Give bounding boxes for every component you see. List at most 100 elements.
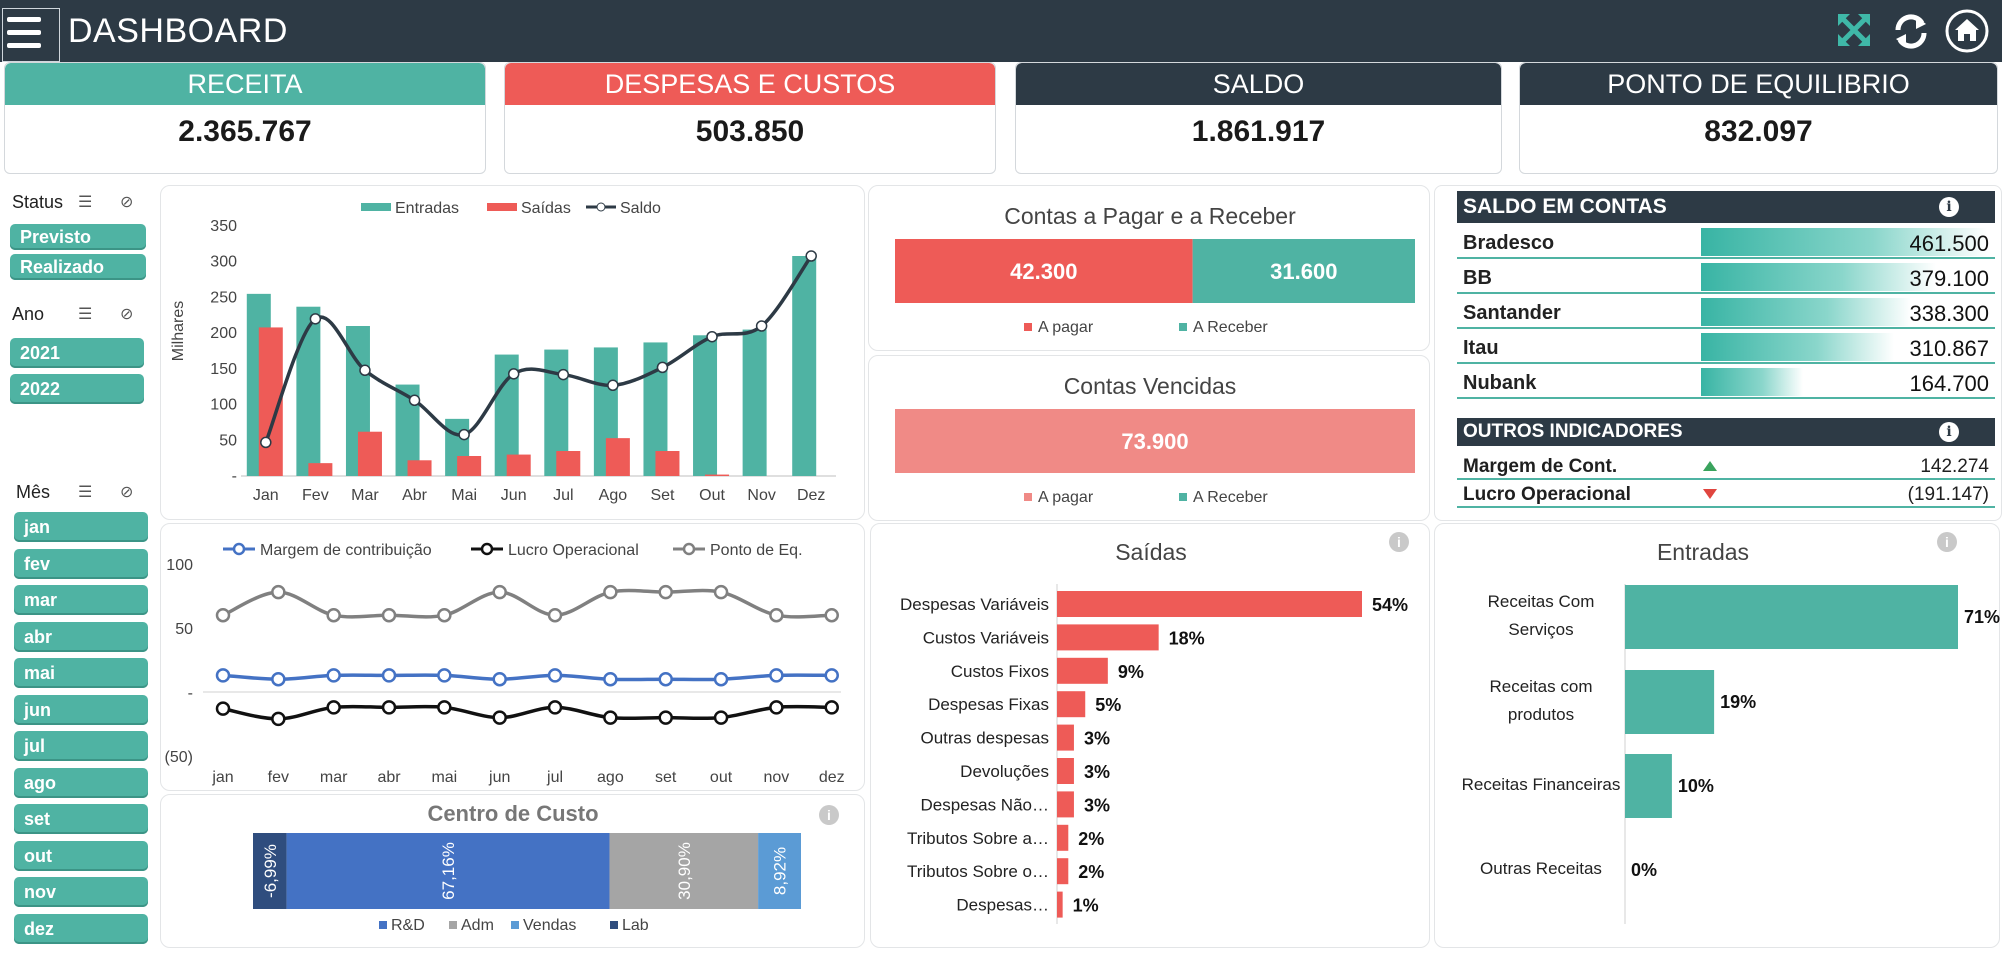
slicer-item-jan[interactable]: jan (14, 512, 148, 542)
slicer-item-mai[interactable]: mai (14, 658, 148, 688)
category-label: Tributos Sobre o… (907, 862, 1049, 881)
legend-marker (682, 542, 696, 556)
multi-select-icon[interactable]: ☰ (78, 306, 93, 323)
centro-custo-panel: Centro de Custo i -6,99% 67,16% 30,90% 8,92% R… (160, 794, 865, 948)
x-tick-label: Jun (501, 487, 527, 504)
category-label: Tributos Sobre a… (907, 829, 1049, 848)
legend-label: Ponto de Eq. (710, 542, 803, 559)
home-icon[interactable] (1944, 8, 1990, 54)
saldo-row: Bradesco 461.500 (1457, 226, 1995, 259)
series-point (713, 671, 729, 687)
bar-saidas (655, 451, 680, 476)
kpi-label: SALDO (1016, 63, 1501, 105)
category-label: Custos Fixos (951, 662, 1049, 681)
series-point (271, 711, 286, 727)
bank-name: Itau (1463, 337, 1499, 359)
legend-label: Vendas (523, 917, 576, 934)
bar-saidas (308, 463, 333, 476)
slicer-item-mar[interactable]: mar (14, 585, 148, 615)
x-tick-label: Ago (599, 487, 628, 504)
legend-label: Saídas (521, 200, 571, 217)
slicer-item-ago[interactable]: ago (14, 767, 148, 798)
stacked-bar-segment (895, 239, 1193, 303)
slicer-item-out[interactable]: out (14, 840, 148, 871)
x-tick-label: Nov (747, 487, 775, 504)
series-point (713, 584, 729, 600)
slicer-item-dez[interactable]: dez (14, 913, 148, 944)
indicator-value: 142.274 (1920, 456, 1989, 477)
series-point (603, 710, 618, 725)
segment-value-label: 67,16% (439, 842, 458, 900)
clear-filter-icon[interactable]: ⊘ (120, 306, 134, 323)
indicator-value: (191.147) (1907, 484, 1989, 505)
slicer-ano-title: Ano (12, 304, 45, 324)
info-icon[interactable]: i (1939, 197, 1959, 217)
info-icon[interactable]: i (1939, 422, 1959, 442)
x-tick-label: set (655, 769, 677, 786)
clear-filter-icon[interactable]: ⊘ (120, 194, 134, 211)
chart-title: Entradas (1657, 539, 1749, 565)
info-icon-glyph: i (827, 807, 831, 823)
clear-filter-icon[interactable]: ⊘ (120, 484, 134, 501)
balance-amount: 379.100 (1909, 266, 1989, 291)
slicer-item-2022[interactable]: 2022 (10, 374, 144, 404)
segment-value-label: 31.600 (1270, 259, 1337, 284)
bar-entrada (1625, 670, 1715, 734)
bar-saidas (506, 454, 531, 476)
legend-label: Adm (461, 917, 494, 934)
category-label: Despesas… (956, 896, 1049, 915)
trend-down-icon (1703, 489, 1717, 499)
legend-label: Entradas (395, 200, 459, 217)
refresh-icon[interactable] (1890, 10, 1932, 52)
series-point (492, 710, 507, 725)
series-point (547, 700, 563, 715)
stacked-bar-segment (286, 833, 610, 909)
bar-entradas (742, 329, 767, 476)
point-saldo (408, 394, 421, 407)
bar-saida (1057, 724, 1074, 751)
top-bar: DASHBOARD (0, 0, 2002, 62)
y-tick-label: 50 (175, 621, 193, 638)
bar-saida (1057, 891, 1063, 918)
outros-indicadores-title: OUTROS INDICADORES (1463, 421, 1683, 442)
kpi-card-despesas: DESPESAS E CUSTOS 503.850 (504, 62, 996, 174)
slicer-item-fev[interactable]: fev (14, 548, 148, 579)
category-label: Receitas Financeiras (1462, 775, 1621, 794)
contas-vencidas-panel: Contas Vencidas 73.900 A pagar A Receber (868, 355, 1430, 521)
expand-arrows-icon[interactable] (1836, 12, 1872, 48)
entradas-panel: Entradas i Receitas Com Serviços 71% Receitas… (1434, 523, 2000, 948)
kpi-value: 2.365.767 (178, 115, 312, 148)
x-tick-label: Mai (451, 487, 477, 504)
bar-saidas (357, 431, 382, 476)
slicer-item-jul[interactable]: jul (14, 731, 148, 761)
y-tick-label: 250 (210, 289, 237, 306)
slicer-item-jun[interactable]: jun (14, 694, 148, 725)
series-point (658, 584, 673, 600)
legend-label: Saldo (620, 200, 661, 217)
slicer-item-set[interactable]: set (14, 804, 148, 834)
bar-saida (1057, 691, 1086, 718)
hamburger-menu-icon[interactable] (2, 8, 60, 62)
x-tick-label: nov (763, 769, 789, 786)
slicer-item-2021[interactable]: 2021 (10, 338, 144, 368)
multi-select-icon[interactable]: ☰ (78, 484, 93, 501)
slicer-item-nov[interactable]: nov (14, 877, 148, 907)
multi-select-icon[interactable]: ☰ (78, 194, 93, 211)
legend-label: Lab (622, 917, 649, 934)
bar-entrada (1625, 754, 1672, 818)
series-point (769, 700, 784, 715)
slicer-item-realizado[interactable]: Realizado (10, 254, 146, 280)
slicer-item-previsto[interactable]: Previsto (10, 224, 146, 250)
legend-label: Lucro Operacional (508, 542, 639, 559)
chart-entradas-saidas: 350 300 250 200 150 100 50 - Milhares Jan Fev Mar Ab… (170, 200, 836, 504)
legend-swatch (1179, 493, 1187, 501)
legend-marker (596, 202, 606, 212)
slicer-item-abr[interactable]: abr (14, 621, 148, 652)
point-saldo (805, 250, 817, 262)
legend-swatch (361, 203, 391, 211)
bar-saida (1057, 657, 1108, 684)
point-saldo (706, 330, 718, 343)
x-tick-label: Set (650, 487, 675, 504)
x-tick-label: Jul (553, 487, 573, 504)
point-saldo (260, 436, 272, 449)
